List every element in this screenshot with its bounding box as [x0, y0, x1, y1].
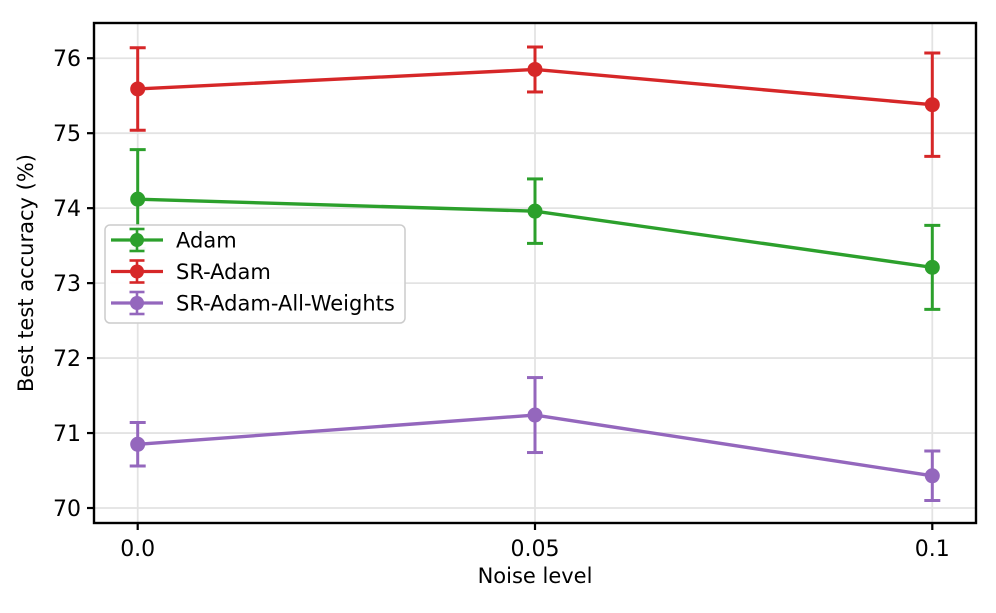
- data-point-adam: [130, 191, 146, 207]
- data-point-sr-adam: [130, 81, 146, 97]
- data-point-sr-adam: [924, 97, 940, 113]
- y-axis-label: Best test accuracy (%): [14, 154, 38, 392]
- legend-label-sr-adam: SR-Adam: [176, 260, 271, 284]
- data-point-sr-adam-all-weights: [527, 407, 543, 423]
- data-point-sr-adam-all-weights: [924, 468, 940, 484]
- legend-label-sr-adam-all-weights: SR-Adam-All-Weights: [176, 292, 395, 316]
- x-tick-label: 0.05: [511, 537, 560, 562]
- x-axis-label: Noise level: [477, 564, 593, 588]
- y-tick-label: 74: [53, 197, 81, 222]
- legend-marker-point: [130, 264, 144, 279]
- x-tick-label: 0.0: [120, 537, 155, 562]
- data-point-adam: [527, 203, 543, 219]
- legend-marker-point: [130, 296, 144, 310]
- y-tick-label: 71: [53, 422, 81, 447]
- data-point-adam: [924, 259, 940, 275]
- legend-marker-point: [130, 233, 144, 247]
- plot-border: [92, 21, 978, 525]
- y-tick-label: 70: [53, 497, 81, 522]
- x-tick-label: 0.1: [915, 537, 950, 562]
- legend-box: [104, 224, 406, 324]
- data-point-sr-adam: [527, 61, 543, 77]
- y-tick-label: 73: [53, 272, 81, 297]
- y-tick-label: 76: [53, 47, 81, 72]
- y-tick-label: 75: [53, 122, 81, 147]
- data-point-sr-adam-all-weights: [130, 436, 146, 452]
- y-tick-label: 72: [53, 347, 81, 372]
- legend-label-adam: Adam: [176, 229, 237, 253]
